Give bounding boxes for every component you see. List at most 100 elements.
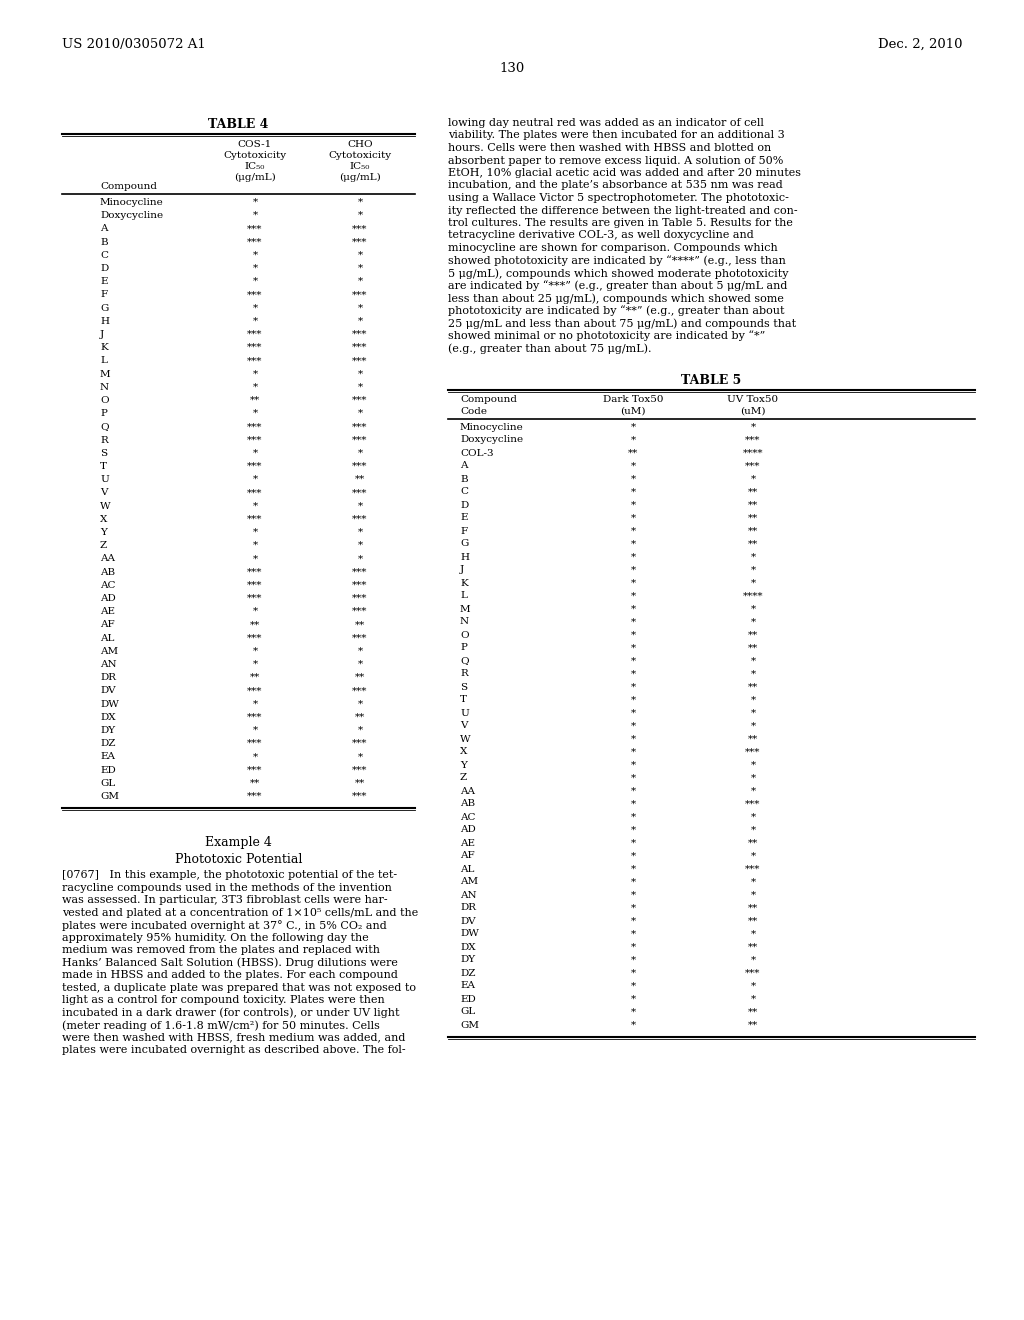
Text: ***: ***: [352, 224, 368, 234]
Text: AA: AA: [460, 787, 475, 796]
Text: **: **: [355, 620, 366, 630]
Text: plates were incubated overnight at 37° C., in 5% CO₂ and: plates were incubated overnight at 37° C…: [62, 920, 387, 931]
Text: *: *: [253, 541, 258, 550]
Text: **: **: [748, 527, 758, 536]
Text: DR: DR: [460, 903, 476, 912]
Text: *: *: [357, 409, 362, 418]
Text: **: **: [250, 779, 260, 788]
Text: *: *: [357, 554, 362, 564]
Text: F: F: [460, 527, 467, 536]
Text: Example 4: Example 4: [205, 836, 272, 849]
Text: hours. Cells were then washed with HBSS and blotted on: hours. Cells were then washed with HBSS …: [449, 143, 771, 153]
Text: DY: DY: [460, 956, 475, 965]
Text: **: **: [628, 449, 638, 458]
Text: *: *: [357, 647, 362, 656]
Text: *: *: [253, 528, 258, 537]
Text: vested and plated at a concentration of 1×10⁵ cells/mL and the: vested and plated at a concentration of …: [62, 908, 418, 917]
Text: viability. The plates were then incubated for an additional 3: viability. The plates were then incubate…: [449, 131, 784, 140]
Text: ***: ***: [248, 343, 263, 352]
Text: *: *: [357, 541, 362, 550]
Text: ***: ***: [248, 224, 263, 234]
Text: U: U: [460, 709, 469, 718]
Text: ***: ***: [248, 422, 263, 432]
Text: L: L: [460, 591, 467, 601]
Text: ****: ****: [742, 591, 763, 601]
Text: S: S: [100, 449, 108, 458]
Text: *: *: [357, 251, 362, 260]
Text: W: W: [100, 502, 111, 511]
Text: DX: DX: [460, 942, 475, 952]
Text: AF: AF: [460, 851, 475, 861]
Text: *: *: [631, 865, 636, 874]
Text: ED: ED: [460, 994, 476, 1003]
Text: Q: Q: [460, 656, 469, 665]
Text: *: *: [357, 304, 362, 313]
Text: G: G: [100, 304, 109, 313]
Text: DR: DR: [100, 673, 116, 682]
Text: ***: ***: [248, 290, 263, 300]
Text: *: *: [631, 1020, 636, 1030]
Text: B: B: [100, 238, 108, 247]
Text: ***: ***: [352, 422, 368, 432]
Text: J: J: [100, 330, 104, 339]
Text: *: *: [253, 251, 258, 260]
Text: **: **: [748, 734, 758, 743]
Text: K: K: [460, 578, 468, 587]
Text: *: *: [253, 660, 258, 669]
Text: *: *: [631, 982, 636, 990]
Text: ***: ***: [248, 515, 263, 524]
Text: absorbent paper to remove excess liquid. A solution of 50%: absorbent paper to remove excess liquid.…: [449, 156, 783, 165]
Text: AL: AL: [100, 634, 115, 643]
Text: D: D: [100, 264, 109, 273]
Text: *: *: [357, 700, 362, 709]
Text: AE: AE: [100, 607, 115, 616]
Text: trol cultures. The results are given in Table 5. Results for the: trol cultures. The results are given in …: [449, 218, 793, 228]
Text: *: *: [751, 813, 756, 821]
Text: ***: ***: [248, 488, 263, 498]
Text: H: H: [460, 553, 469, 561]
Text: TABLE 4: TABLE 4: [208, 117, 268, 131]
Text: Y: Y: [100, 528, 106, 537]
Text: *: *: [253, 752, 258, 762]
Text: using a Wallace Victor 5 spectrophotometer. The phototoxic-: using a Wallace Victor 5 spectrophotomet…: [449, 193, 788, 203]
Text: *: *: [631, 942, 636, 952]
Text: *: *: [631, 553, 636, 561]
Text: *: *: [253, 409, 258, 418]
Text: *: *: [631, 682, 636, 692]
Text: **: **: [355, 779, 366, 788]
Text: U: U: [100, 475, 109, 484]
Text: medium was removed from the plates and replaced with: medium was removed from the plates and r…: [62, 945, 380, 956]
Text: ***: ***: [745, 747, 761, 756]
Text: DV: DV: [100, 686, 116, 696]
Text: ***: ***: [248, 330, 263, 339]
Text: AD: AD: [460, 825, 476, 834]
Text: *: *: [751, 851, 756, 861]
Text: *: *: [751, 578, 756, 587]
Text: IC₅₀: IC₅₀: [350, 162, 371, 172]
Text: *: *: [631, 734, 636, 743]
Text: **: **: [355, 673, 366, 682]
Text: **: **: [748, 487, 758, 496]
Text: incubated in a dark drawer (for controls), or under UV light: incubated in a dark drawer (for controls…: [62, 1007, 399, 1018]
Text: *: *: [357, 726, 362, 735]
Text: US 2010/0305072 A1: US 2010/0305072 A1: [62, 38, 206, 51]
Text: *: *: [631, 422, 636, 432]
Text: **: **: [748, 500, 758, 510]
Text: **: **: [748, 644, 758, 652]
Text: Phototoxic Potential: Phototoxic Potential: [175, 853, 302, 866]
Text: *: *: [357, 198, 362, 207]
Text: ***: ***: [352, 634, 368, 643]
Text: ***: ***: [352, 686, 368, 696]
Text: ED: ED: [100, 766, 116, 775]
Text: *: *: [631, 1007, 636, 1016]
Text: *: *: [631, 969, 636, 978]
Text: (meter reading of 1.6-1.8 mW/cm²) for 50 minutes. Cells: (meter reading of 1.6-1.8 mW/cm²) for 50…: [62, 1020, 380, 1031]
Text: incubation, and the plate’s absorbance at 535 nm was read: incubation, and the plate’s absorbance a…: [449, 181, 782, 190]
Text: ***: ***: [352, 515, 368, 524]
Text: **: **: [748, 838, 758, 847]
Text: S: S: [460, 682, 467, 692]
Text: V: V: [100, 488, 108, 498]
Text: L: L: [100, 356, 106, 366]
Text: **: **: [748, 513, 758, 523]
Text: *: *: [631, 618, 636, 627]
